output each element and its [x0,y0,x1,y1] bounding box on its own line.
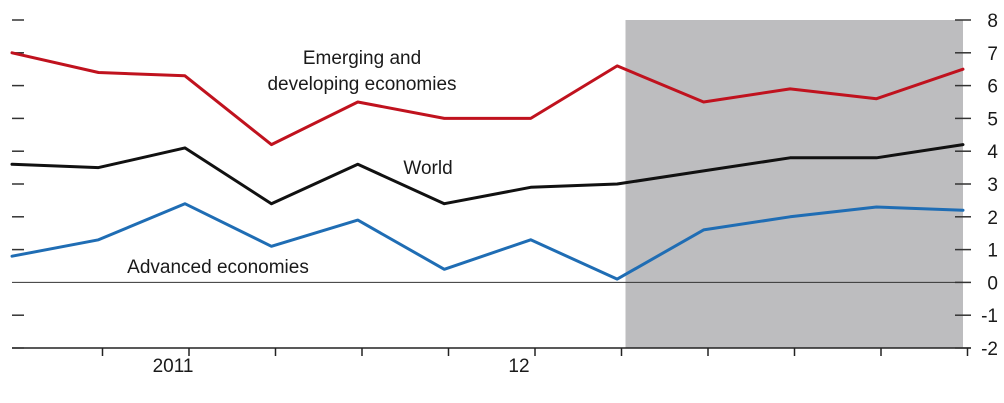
series-line-advanced-economies [10,202,965,281]
series-labels-layer: Emerging and developing economies World Adv… [127,48,456,278]
y-tick-label: 0 [987,273,998,294]
series-layer [10,51,965,281]
series-label: Emerging and [303,48,421,69]
y-tick-label: 6 [987,77,998,98]
y-tick-label: 8 [987,11,998,32]
y-tick-label: -1 [981,306,998,327]
x-tick-label: 2011 [153,356,194,377]
axes-layer: -2-101234567820111213:Q4 [12,11,998,377]
x-tick-label: 12 [508,356,529,377]
y-tick-label: 7 [987,44,998,65]
y-tick-label: 4 [987,142,998,163]
series-label: World [403,158,452,179]
projection-shading-layer [625,20,963,348]
y-tick-label: 2 [987,208,998,229]
series-line-world [10,143,965,206]
projection-shaded-region [625,20,963,348]
y-tick-label: 1 [987,241,998,262]
series-label: developing economies [267,74,456,95]
series-line-emerging-and-developing-economies [10,51,965,147]
y-tick-label: -2 [981,339,998,360]
series-label: Advanced economies [127,257,309,278]
y-tick-label: 5 [987,109,998,130]
y-tick-label: 3 [987,175,998,196]
